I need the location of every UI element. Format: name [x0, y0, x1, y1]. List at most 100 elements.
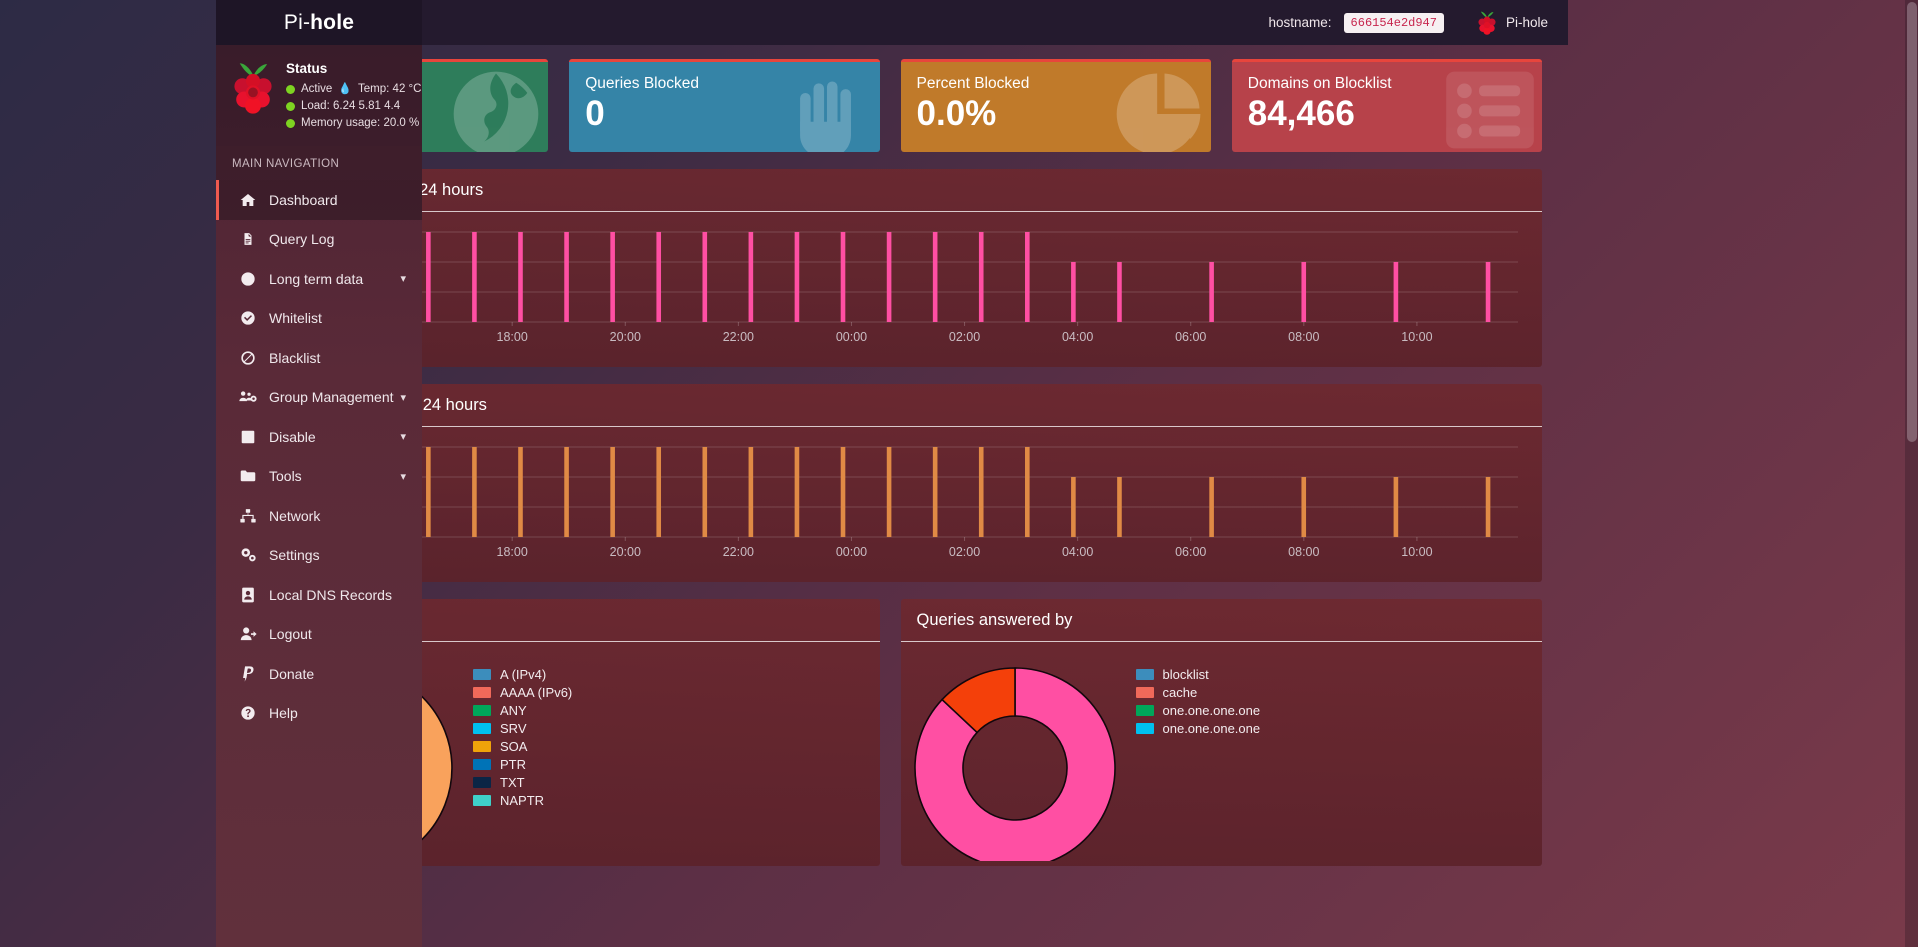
- gears-icon: [237, 547, 259, 563]
- topbar: hostname: 666154e2d947 Pi-hole: [216, 0, 1568, 45]
- sidebar-item-query-log[interactable]: Query Log: [216, 220, 422, 260]
- address-icon: [237, 587, 259, 603]
- svg-text:06:00: 06:00: [1175, 330, 1206, 344]
- legend-item-label: SOA: [500, 738, 528, 754]
- legend-color-swatch: [1135, 668, 1154, 680]
- legend-item[interactable]: SOA: [473, 737, 572, 755]
- svg-text:10:00: 10:00: [1401, 330, 1432, 344]
- raspberry-pi-logo-icon: [234, 63, 272, 114]
- chart-client-activity[interactable]: 012316:0018:0020:0022:0000:0002:0004:000…: [248, 439, 1528, 572]
- legend-color-swatch: [1135, 704, 1154, 716]
- sidebar-item-donate[interactable]: Donate: [216, 654, 422, 694]
- legend-item[interactable]: one.one.one.one: [1135, 701, 1260, 719]
- panel-body-total-queries: 012316:0018:0020:0022:0000:0002:0004:000…: [238, 212, 1542, 367]
- home-icon: [237, 192, 259, 208]
- sidebar-item-disable[interactable]: Disable ▾: [216, 417, 422, 457]
- panel-title-answered-by: Queries answered by: [900, 599, 1542, 642]
- legend-item-label: TXT: [500, 774, 525, 790]
- status-panel: Status Active 💧 Temp: 42 °C Load: 6.24 5…: [216, 45, 422, 146]
- svg-text:00:00: 00:00: [836, 545, 867, 559]
- svg-text:18:00: 18:00: [497, 545, 528, 559]
- nav-section-header: MAIN NAVIGATION: [216, 146, 422, 180]
- stat-card-title: Domains on Blocklist: [1247, 75, 1392, 92]
- svg-text:10:00: 10:00: [1401, 545, 1432, 559]
- status-memory-row: Memory usage: 20.0 %: [286, 115, 421, 132]
- legend-item[interactable]: SRV: [473, 719, 572, 737]
- status-dot-icon: [286, 102, 295, 111]
- sidebar-item-logout[interactable]: Logout: [216, 615, 422, 655]
- sidebar-item-label: Group Management: [269, 389, 394, 406]
- topbar-right: hostname: 666154e2d947 Pi-hole: [1269, 10, 1548, 36]
- paypal-icon: [237, 666, 259, 682]
- legend-item[interactable]: TXT: [473, 773, 572, 791]
- donut-row: Query Types A (IPv4)AAAA (IPv6)ANYSRVSOA…: [238, 599, 1542, 866]
- svg-text:08:00: 08:00: [1288, 330, 1319, 344]
- file-icon: [237, 231, 259, 247]
- svg-text:04:00: 04:00: [1062, 330, 1093, 344]
- sidebar-item-dashboard[interactable]: Dashboard: [216, 180, 422, 220]
- sidebar-item-whitelist[interactable]: Whitelist: [216, 299, 422, 339]
- sidebar-item-label: Dashboard: [269, 191, 338, 208]
- sidebar-item-group-management[interactable]: Group Management ▾: [216, 378, 422, 418]
- legend-item[interactable]: cache: [1135, 683, 1261, 701]
- chart-total-queries[interactable]: 012316:0018:0020:0022:0000:0002:0004:000…: [248, 224, 1528, 357]
- svg-text:22:00: 22:00: [723, 330, 754, 344]
- user-name-label: Pi-hole: [1505, 15, 1548, 30]
- legend-item-label: A (IPv4): [500, 666, 547, 682]
- svg-text:02:00: 02:00: [949, 545, 980, 559]
- legend-item[interactable]: AAAA (IPv6): [473, 683, 572, 701]
- hostname-value: 666154e2d947: [1343, 12, 1444, 33]
- legend-color-swatch: [473, 722, 491, 734]
- stat-card-percent-blocked[interactable]: Percent Blocked 0.0%: [900, 59, 1211, 152]
- stat-card-queries-blocked[interactable]: Queries Blocked 0: [569, 59, 880, 152]
- scrollbar-thumb[interactable]: [1907, 2, 1917, 442]
- sidebar-item-label: Tools: [269, 468, 302, 485]
- legend-item-label: SRV: [500, 720, 527, 736]
- status-load-row: Load: 6.24 5.81 4.4: [286, 98, 421, 115]
- legend-item-label: cache: [1162, 684, 1198, 700]
- sidebar-item-label: Logout: [269, 626, 312, 643]
- chevron-down-icon: ▾: [400, 273, 406, 286]
- logout-icon: [237, 626, 259, 642]
- sidebar-item-label: Long term data: [269, 270, 364, 287]
- stat-card-value: 0: [585, 94, 605, 133]
- sidebar-item-label: Whitelist: [269, 310, 322, 327]
- user-menu[interactable]: Pi-hole: [1476, 10, 1548, 36]
- status-temp-label: Temp: 42 °C: [358, 83, 422, 95]
- legend-answered-by: blocklist cache one.one.one.one one.one.one…: [1118, 656, 1261, 737]
- brand-text-light: Pi-: [283, 10, 311, 34]
- raspberry-pi-avatar-icon: [1478, 11, 1496, 35]
- page-scrollbar[interactable]: [1905, 0, 1918, 947]
- status-active-row: Active 💧 Temp: 42 °C: [286, 81, 421, 98]
- panel-answered-by: Queries answered by blocklist cache one.on…: [900, 599, 1542, 866]
- legend-item[interactable]: one.one.one.one: [1135, 719, 1260, 737]
- legend-color-swatch: [473, 668, 491, 680]
- brand-text-bold: hole: [310, 10, 355, 34]
- chevron-down-icon: ▾: [400, 431, 406, 444]
- donut-answered-by[interactable]: [913, 656, 1118, 866]
- legend-item[interactable]: NAPTR: [473, 791, 572, 809]
- sidebar-item-blacklist[interactable]: Blacklist: [216, 338, 422, 378]
- sidebar-item-tools[interactable]: Tools ▾: [216, 457, 422, 497]
- legend-item[interactable]: A (IPv4): [473, 665, 572, 683]
- sitemap-icon: [237, 508, 259, 524]
- chevron-down-icon: ▾: [400, 470, 406, 483]
- legend-item[interactable]: ANY: [473, 701, 572, 719]
- sidebar-item-help[interactable]: Help: [216, 694, 422, 734]
- sidebar-item-long-term-data[interactable]: Long term data ▾: [216, 259, 422, 299]
- sidebar-item-label: Blacklist: [269, 349, 321, 366]
- sidebar-item-network[interactable]: Network: [216, 496, 422, 536]
- sidebar-item-settings[interactable]: Settings: [216, 536, 422, 576]
- stat-card-domains-on-blocklist[interactable]: Domains on Blocklist 84,466: [1231, 59, 1542, 152]
- status-dot-icon: [286, 119, 295, 128]
- folder-icon: [237, 469, 259, 483]
- legend-color-swatch: [1135, 686, 1154, 698]
- square-icon: [237, 430, 259, 444]
- users-gear-icon: [237, 389, 259, 405]
- sidebar-item-local-dns-records[interactable]: Local DNS Records: [216, 575, 422, 615]
- legend-item[interactable]: PTR: [473, 755, 572, 773]
- sidebar-item-label: Donate: [269, 665, 315, 682]
- stat-cards-row: Total queries (1 clients)64Queries Block…: [238, 59, 1542, 152]
- legend-item[interactable]: blocklist: [1135, 665, 1261, 683]
- sidebar-brand[interactable]: Pi-hole: [216, 0, 422, 45]
